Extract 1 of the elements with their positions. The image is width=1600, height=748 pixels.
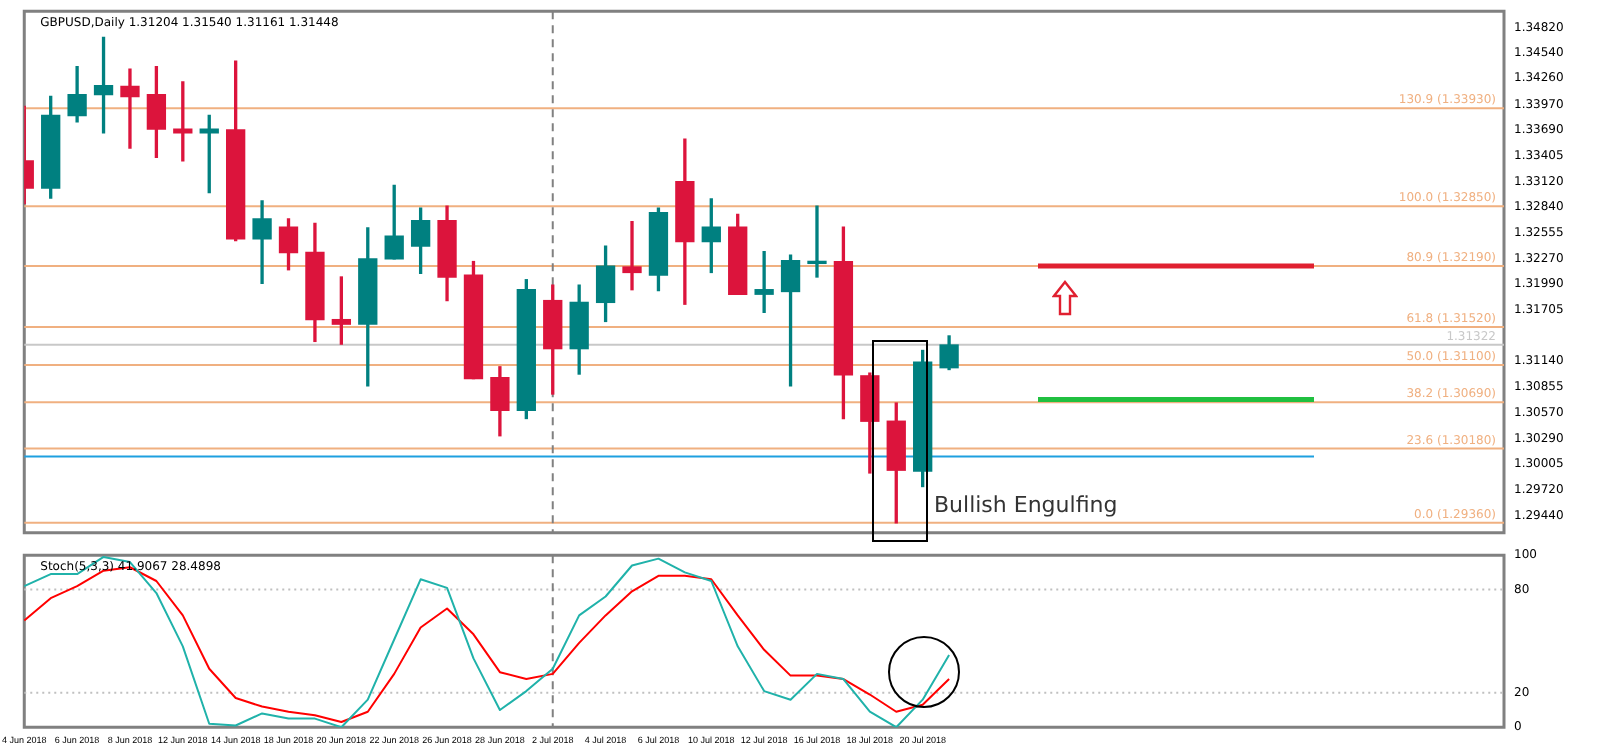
annotation: Bullish Engulfing [934,491,1118,518]
